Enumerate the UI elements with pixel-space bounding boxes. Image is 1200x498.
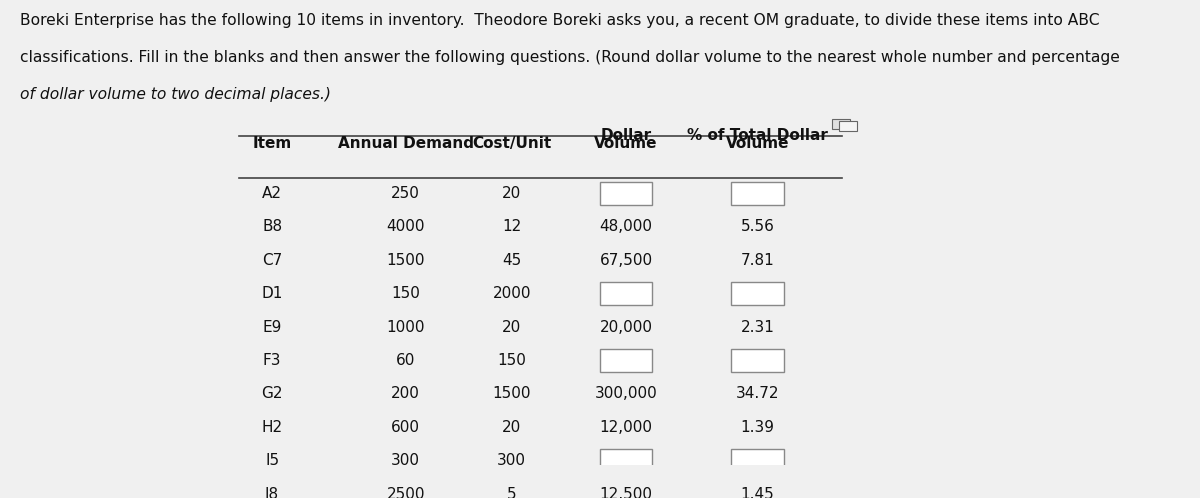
Text: Item: Item bbox=[253, 136, 292, 151]
Text: 300: 300 bbox=[391, 453, 420, 468]
Bar bbox=[731, 282, 784, 305]
Text: J8: J8 bbox=[265, 487, 280, 498]
Text: 12,500: 12,500 bbox=[600, 487, 653, 498]
Text: Dollar: Dollar bbox=[600, 128, 652, 143]
Text: B8: B8 bbox=[262, 219, 282, 235]
Bar bbox=[731, 449, 784, 472]
Text: F3: F3 bbox=[263, 353, 282, 368]
Text: classifications. Fill in the blanks and then answer the following questions. (Ro: classifications. Fill in the blanks and … bbox=[19, 50, 1120, 65]
Text: 1.39: 1.39 bbox=[740, 420, 774, 435]
Text: 150: 150 bbox=[391, 286, 420, 301]
Text: 300: 300 bbox=[497, 453, 527, 468]
Text: 300,000: 300,000 bbox=[594, 386, 658, 401]
Text: Cost/Unit: Cost/Unit bbox=[472, 136, 551, 151]
Text: 5: 5 bbox=[506, 487, 516, 498]
Text: G2: G2 bbox=[262, 386, 283, 401]
Bar bbox=[600, 449, 653, 472]
Text: 45: 45 bbox=[502, 253, 521, 268]
Text: 1.45: 1.45 bbox=[740, 487, 774, 498]
Text: Volume: Volume bbox=[594, 136, 658, 151]
Text: H2: H2 bbox=[262, 420, 283, 435]
Text: Boreki Enterprise has the following 10 items in inventory.  Theodore Boreki asks: Boreki Enterprise has the following 10 i… bbox=[19, 13, 1099, 28]
Bar bbox=[832, 119, 851, 129]
Text: 2000: 2000 bbox=[492, 286, 530, 301]
Text: A2: A2 bbox=[263, 186, 282, 201]
Text: C7: C7 bbox=[262, 253, 282, 268]
Text: E9: E9 bbox=[263, 320, 282, 335]
Text: 7.81: 7.81 bbox=[740, 253, 774, 268]
Text: % of Total Dollar: % of Total Dollar bbox=[686, 128, 828, 143]
Text: 60: 60 bbox=[396, 353, 415, 368]
Text: 2500: 2500 bbox=[386, 487, 425, 498]
Text: 2.31: 2.31 bbox=[740, 320, 774, 335]
Bar bbox=[600, 349, 653, 372]
Text: D1: D1 bbox=[262, 286, 283, 301]
Text: 200: 200 bbox=[391, 386, 420, 401]
Text: 4000: 4000 bbox=[386, 219, 425, 235]
Text: 48,000: 48,000 bbox=[600, 219, 653, 235]
Text: 20: 20 bbox=[502, 186, 521, 201]
Text: Annual Demand: Annual Demand bbox=[337, 136, 474, 151]
Text: 67,500: 67,500 bbox=[599, 253, 653, 268]
Text: Volume: Volume bbox=[726, 136, 790, 151]
Text: 250: 250 bbox=[391, 186, 420, 201]
Text: 150: 150 bbox=[497, 353, 526, 368]
Text: 1000: 1000 bbox=[386, 320, 425, 335]
Bar bbox=[731, 349, 784, 372]
Text: of dollar volume to two decimal places.): of dollar volume to two decimal places.) bbox=[19, 87, 330, 102]
Text: 1500: 1500 bbox=[386, 253, 425, 268]
Text: 12: 12 bbox=[502, 219, 521, 235]
Text: 1500: 1500 bbox=[492, 386, 530, 401]
Text: 12,000: 12,000 bbox=[600, 420, 653, 435]
Bar bbox=[839, 121, 857, 131]
Bar bbox=[731, 182, 784, 205]
Text: 5.56: 5.56 bbox=[740, 219, 774, 235]
Text: 20: 20 bbox=[502, 320, 521, 335]
Bar bbox=[600, 182, 653, 205]
Text: 20,000: 20,000 bbox=[600, 320, 653, 335]
Text: 600: 600 bbox=[391, 420, 420, 435]
Text: I5: I5 bbox=[265, 453, 280, 468]
Text: 34.72: 34.72 bbox=[736, 386, 779, 401]
Text: 20: 20 bbox=[502, 420, 521, 435]
Bar bbox=[600, 282, 653, 305]
